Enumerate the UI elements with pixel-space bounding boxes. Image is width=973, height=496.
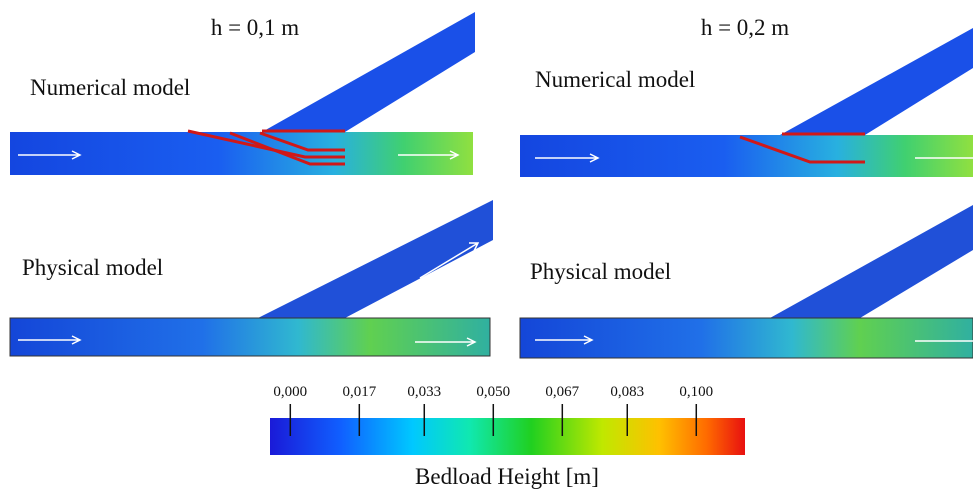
guide-walls	[187, 129, 345, 166]
colorbar-tick-label: 0,000	[273, 384, 307, 400]
model-label: Numerical model	[30, 75, 190, 100]
branch-channel	[780, 28, 973, 135]
branch-channel	[770, 205, 973, 318]
model-label: Physical model	[22, 255, 163, 280]
model-label: Numerical model	[535, 67, 695, 92]
branch-channel	[262, 12, 475, 132]
flow-arrows	[18, 69, 973, 347]
panel-heading: h = 0,1 m	[211, 15, 299, 40]
main-channel	[10, 132, 473, 175]
colorbar-tick-label: 0,017	[342, 384, 376, 400]
colorbar-tick-label: 0,100	[679, 384, 713, 400]
colorbar-tick-label: 0,050	[476, 384, 510, 400]
colorbar-tick-label: 0,033	[407, 384, 441, 400]
panel-heading: h = 0,2 m	[701, 15, 789, 40]
main-channel	[520, 135, 973, 177]
colorbar	[270, 418, 745, 455]
model-label: Physical model	[530, 259, 671, 284]
main-channel	[9, 317, 491, 357]
branch-channel	[258, 200, 493, 318]
colorbar-tick-label: 0,067	[545, 384, 579, 400]
guide-walls	[739, 132, 865, 164]
main-channel	[519, 317, 973, 359]
colorbar-tick-label: 0,083	[610, 384, 644, 400]
colorbar-title: Bedload Height [m]	[415, 464, 599, 489]
